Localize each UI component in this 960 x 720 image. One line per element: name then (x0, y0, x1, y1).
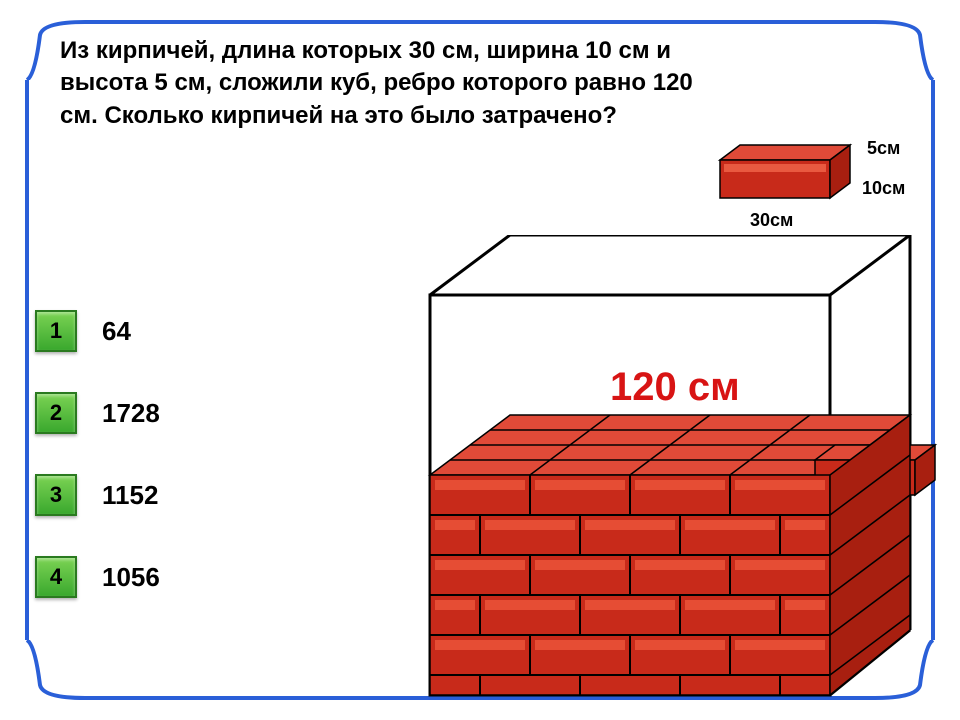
brick-length-label: 30см (750, 210, 793, 231)
corner-bl (25, 640, 85, 700)
small-brick-diagram (700, 140, 850, 210)
answer-button-2[interactable]: 2 (35, 392, 77, 434)
corner-tr (875, 20, 935, 80)
answer-row: 1 64 (35, 310, 160, 352)
answer-value: 64 (102, 316, 131, 347)
answer-button-1[interactable]: 1 (35, 310, 77, 352)
answer-button-4[interactable]: 4 (35, 556, 77, 598)
answer-row: 3 1152 (35, 474, 160, 516)
brick-height-label: 5см (867, 138, 900, 159)
answer-value: 1728 (102, 398, 160, 429)
cube-edge-label: 120 см (610, 365, 740, 410)
answer-row: 2 1728 (35, 392, 160, 434)
cube-diagram: 120 см (370, 235, 940, 705)
brick-width-label: 10см (862, 178, 905, 199)
question-text: Из кирпичей, длина которых 30 см, ширина… (60, 35, 700, 132)
answer-button-3[interactable]: 3 (35, 474, 77, 516)
answers-list: 1 64 2 1728 3 1152 4 1056 (35, 310, 160, 638)
answer-value: 1056 (102, 562, 160, 593)
answer-row: 4 1056 (35, 556, 160, 598)
answer-value: 1152 (102, 480, 158, 511)
